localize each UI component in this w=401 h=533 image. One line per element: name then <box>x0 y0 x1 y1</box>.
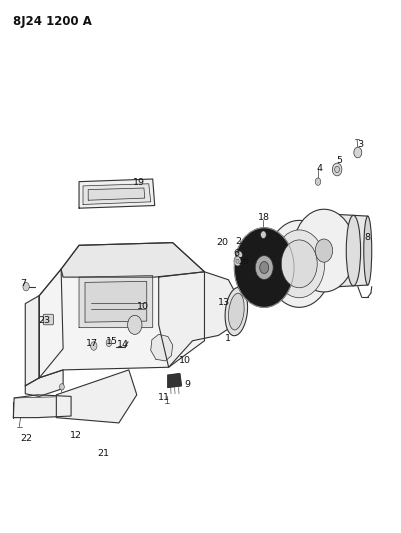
Circle shape <box>23 282 29 291</box>
Polygon shape <box>85 281 147 322</box>
Text: 7: 7 <box>20 279 26 288</box>
Circle shape <box>315 239 333 262</box>
Text: 17: 17 <box>86 339 98 348</box>
Text: 16: 16 <box>238 257 250 265</box>
Circle shape <box>91 342 97 350</box>
Circle shape <box>234 228 294 308</box>
Circle shape <box>261 231 266 238</box>
Text: 18: 18 <box>258 213 270 222</box>
Polygon shape <box>339 215 368 287</box>
Text: 11: 11 <box>158 393 170 402</box>
Circle shape <box>237 251 242 259</box>
Polygon shape <box>79 276 153 327</box>
Circle shape <box>293 209 355 292</box>
Polygon shape <box>57 370 137 423</box>
Text: 8J24 1200 A: 8J24 1200 A <box>13 14 92 28</box>
Circle shape <box>255 256 273 279</box>
Circle shape <box>332 163 342 176</box>
Polygon shape <box>25 370 63 397</box>
Text: 8: 8 <box>365 233 371 242</box>
Polygon shape <box>168 374 181 387</box>
Text: 19: 19 <box>133 178 145 187</box>
Circle shape <box>315 178 321 185</box>
Polygon shape <box>61 243 205 277</box>
Circle shape <box>335 166 340 173</box>
Polygon shape <box>79 179 155 208</box>
Polygon shape <box>13 395 71 418</box>
Ellipse shape <box>225 287 247 336</box>
Text: 5: 5 <box>336 156 342 165</box>
Ellipse shape <box>346 215 360 286</box>
Polygon shape <box>25 296 39 386</box>
Text: 9: 9 <box>185 379 191 389</box>
Text: 15: 15 <box>106 337 118 346</box>
Text: 10: 10 <box>179 357 191 366</box>
Circle shape <box>354 147 362 158</box>
Circle shape <box>236 259 239 263</box>
Text: 22: 22 <box>20 434 32 443</box>
Circle shape <box>106 339 112 346</box>
Text: 13: 13 <box>218 298 231 307</box>
Circle shape <box>260 262 269 273</box>
Text: 20: 20 <box>217 238 229 247</box>
Text: 1: 1 <box>225 334 231 343</box>
Text: 6: 6 <box>233 249 239 258</box>
Text: 2: 2 <box>235 237 241 246</box>
Circle shape <box>267 220 332 308</box>
Text: 23: 23 <box>38 316 51 325</box>
Circle shape <box>274 230 325 298</box>
Ellipse shape <box>229 293 244 330</box>
Circle shape <box>234 256 241 266</box>
Polygon shape <box>83 184 151 205</box>
Text: 3: 3 <box>357 140 363 149</box>
Text: 4: 4 <box>317 164 323 173</box>
Text: 21: 21 <box>97 449 109 458</box>
Polygon shape <box>39 243 205 378</box>
Circle shape <box>128 316 142 334</box>
Polygon shape <box>39 269 63 378</box>
Circle shape <box>281 240 317 288</box>
Text: 12: 12 <box>70 431 82 440</box>
Polygon shape <box>88 188 145 200</box>
Circle shape <box>59 384 64 390</box>
Text: 14: 14 <box>117 341 129 350</box>
Polygon shape <box>151 334 172 361</box>
Ellipse shape <box>364 216 372 285</box>
Polygon shape <box>159 272 238 367</box>
FancyBboxPatch shape <box>43 314 54 325</box>
Text: 10: 10 <box>137 302 149 311</box>
